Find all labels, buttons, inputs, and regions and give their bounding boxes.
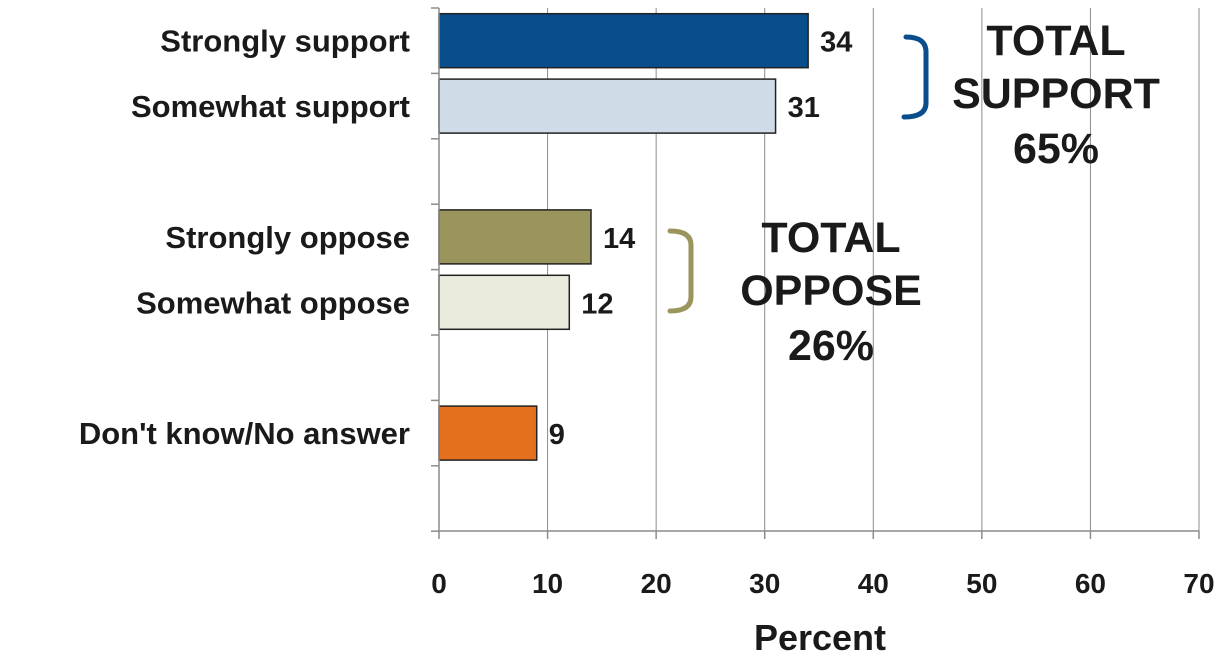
category-label: Strongly oppose (165, 220, 410, 255)
category-label: Somewhat oppose (136, 285, 410, 320)
oppose-bracket (667, 228, 694, 314)
total-support-percent: 65% (1013, 125, 1099, 173)
x-tick-label: 0 (431, 568, 447, 599)
total-oppose-word: OPPOSE (740, 267, 922, 315)
category-label: Don't know/No answer (79, 416, 410, 451)
value-label: 14 (603, 223, 635, 255)
category-label: Strongly support (160, 24, 410, 59)
value-label: 9 (549, 419, 565, 451)
x-tick-label: 10 (532, 568, 563, 599)
bar (438, 78, 777, 134)
x-axis-title: Percent (754, 617, 886, 656)
value-label: 34 (820, 27, 852, 59)
value-label: 31 (788, 92, 820, 124)
total-support-word: SUPPORT (952, 70, 1160, 118)
x-tick-label: 60 (1075, 568, 1106, 599)
x-tick-label: 50 (966, 568, 997, 599)
x-tick-label: 70 (1183, 568, 1214, 599)
total-support-heading: TOTAL (986, 17, 1125, 65)
x-tick-label: 30 (749, 568, 780, 599)
bar (438, 12, 809, 69)
total-oppose-percent: 26% (788, 322, 874, 370)
axis-layer: 0 10 20 30 40 50 60 70 (431, 7, 1215, 599)
category-label: Somewhat support (131, 89, 410, 124)
value-label: 12 (581, 288, 613, 320)
support-bracket (901, 34, 929, 120)
bar (438, 274, 571, 331)
x-tick-label: 40 (858, 568, 889, 599)
bars-layer: 34 Strongly support 31 Somewhat support 14 St… (79, 12, 852, 461)
bar (438, 209, 592, 265)
bar (438, 405, 538, 461)
total-oppose-heading: TOTAL (761, 214, 900, 262)
x-tick-label: 20 (641, 568, 672, 599)
